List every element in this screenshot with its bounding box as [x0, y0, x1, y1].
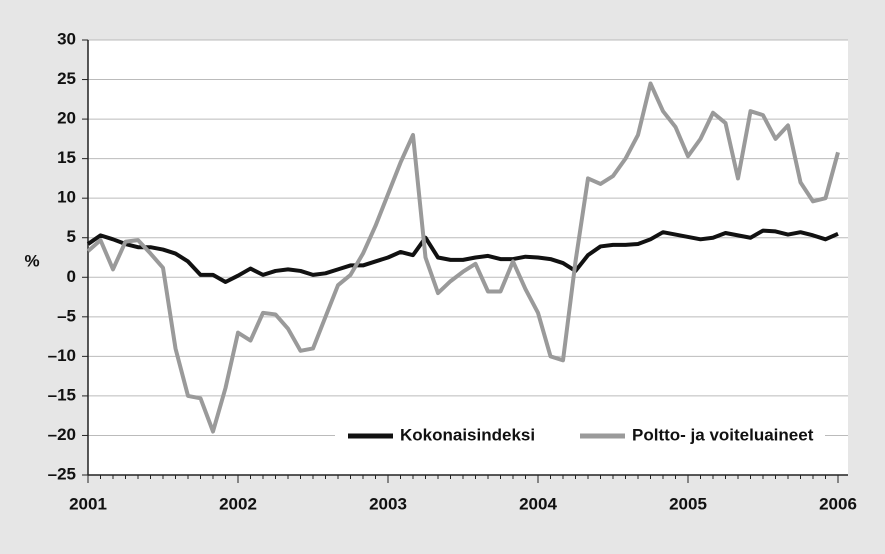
x-tick-label: 2004: [519, 494, 557, 513]
y-tick-label: –25: [48, 464, 76, 483]
y-tick-label: 5: [67, 227, 76, 246]
y-tick-label: –10: [48, 346, 76, 365]
y-tick-label: 25: [57, 69, 76, 88]
y-tick-label: –5: [57, 306, 76, 325]
y-tick-label: 10: [57, 188, 76, 207]
x-tick-label: 2001: [69, 494, 107, 513]
y-tick-label: –20: [48, 425, 76, 444]
y-axis-label: %: [24, 251, 39, 270]
y-tick-label: 20: [57, 109, 76, 128]
x-tick-label: 2006: [819, 494, 857, 513]
x-tick-label: 2005: [669, 494, 707, 513]
legend-label: Poltto- ja voiteluaineet: [632, 425, 814, 444]
y-tick-label: –15: [48, 385, 76, 404]
y-tick-label: 15: [57, 148, 76, 167]
x-tick-label: 2002: [219, 494, 257, 513]
y-tick-label: 30: [57, 29, 76, 48]
series-line: [86, 228, 839, 285]
x-tick-label: 2003: [369, 494, 407, 513]
y-tick-label: 0: [67, 267, 76, 286]
legend-label: Kokonaisindeksi: [400, 425, 535, 444]
series-line: [86, 81, 840, 434]
